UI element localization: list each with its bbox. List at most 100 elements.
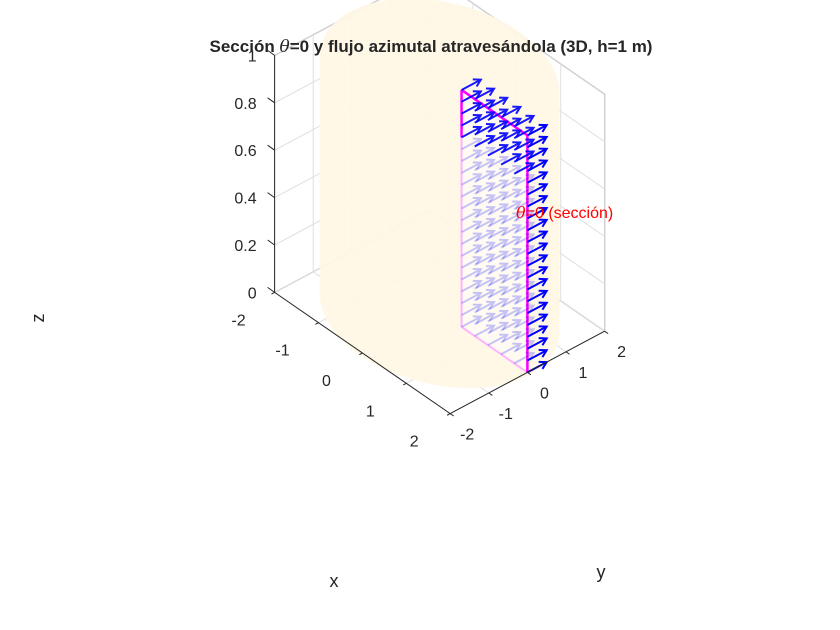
x-tick-mark: [446, 413, 451, 416]
flux-arrow-shaft: [474, 324, 495, 337]
flux-arrow-shaft: [461, 102, 482, 115]
flux-arrow: [500, 307, 523, 320]
flux-arrow-head: [485, 182, 496, 191]
flux-arrow-head: [472, 208, 483, 218]
flux-arrow-head: [525, 328, 536, 337]
flux-arrow-head: [472, 173, 483, 182]
flux-arrow-head: [499, 132, 509, 141]
flux-arrow: [474, 206, 496, 219]
flux-arrow-head: [525, 245, 536, 254]
flux-arrow-head: [525, 268, 536, 278]
flux-arrow-head: [538, 218, 549, 228]
flux-arrow-head: [499, 191, 509, 200]
flux-arrow: [513, 304, 536, 317]
flux-arrow-head: [512, 117, 523, 127]
z-tick-mark: [267, 97, 275, 104]
flux-arrow: [461, 90, 483, 103]
flux-arrow-head: [512, 200, 523, 210]
flux-arrow: [500, 188, 523, 202]
flux-arrow: [526, 349, 549, 362]
flux-arrow-shaft: [526, 278, 548, 291]
flux-arrow: [526, 218, 549, 232]
flux-arrow-head: [499, 167, 509, 177]
flux-arrow-head: [512, 283, 523, 293]
flux-arrow-shaft: [513, 198, 535, 211]
flux-arrow-shaft: [487, 179, 508, 192]
flux-arrow-head: [472, 232, 483, 242]
flux-arrow: [487, 191, 509, 204]
flux-arrow-head: [485, 277, 496, 286]
y-tick-label: 1: [579, 365, 588, 382]
flux-arrow: [500, 283, 523, 296]
flux-arrow: [487, 143, 509, 157]
flux-arrow-shaft: [500, 236, 521, 249]
flux-arrow: [513, 256, 536, 270]
flux-arrow: [461, 232, 483, 245]
flux-arrow: [500, 247, 523, 261]
y-tick-mark: [604, 330, 609, 335]
flux-arrow-head: [472, 315, 483, 325]
flux-arrow-shaft: [513, 186, 535, 199]
flux-arrow-shaft: [487, 227, 508, 240]
flux-arrow-shaft: [513, 233, 535, 246]
flux-arrow: [487, 298, 509, 311]
y-tick-label: -1: [499, 406, 513, 423]
flux-arrow-shaft: [487, 96, 508, 110]
flux-arrow-shaft: [461, 173, 482, 186]
flux-arrow: [487, 108, 509, 121]
flux-arrow-head: [525, 174, 536, 183]
flux-arrow: [461, 173, 483, 186]
flux-arrow: [461, 315, 483, 328]
flux-arrow-shaft: [526, 254, 548, 267]
flux-arrow-head: [512, 212, 523, 221]
flux-arrow-shaft: [461, 315, 482, 328]
flux-arrow-head: [499, 96, 509, 106]
flux-arrow-head: [525, 114, 536, 124]
flux-arrow-head: [485, 288, 496, 298]
flux-arrow-head: [499, 203, 509, 212]
flux-arrow-shaft: [461, 209, 482, 222]
y-tick-label: 0: [540, 385, 549, 402]
flux-arrow-shaft: [474, 206, 495, 219]
flux-arrow: [500, 105, 523, 119]
flux-arrow-head: [472, 279, 483, 289]
flux-arrow-head: [499, 179, 509, 189]
flux-arrow: [526, 301, 549, 315]
flux-arrow: [487, 120, 509, 133]
flux-arrow-head: [538, 194, 549, 204]
flux-arrow: [500, 342, 523, 356]
flux-arrow-shaft: [500, 224, 521, 237]
z-tick-label: 0.6: [234, 143, 256, 160]
flux-arrow-shaft: [461, 268, 482, 281]
section-face: [461, 89, 528, 373]
flux-arrow: [474, 300, 496, 314]
flux-arrow-shaft: [474, 147, 495, 160]
flux-arrow: [461, 208, 483, 222]
flux-arrow-shaft: [487, 262, 508, 275]
flux-arrow: [500, 259, 523, 273]
flux-arrow-shaft: [474, 301, 495, 314]
flux-arrow-shaft: [474, 253, 495, 266]
x-tick-mark: [271, 291, 275, 295]
flux-arrow-head: [499, 309, 509, 319]
flux-arrow-head: [538, 206, 549, 216]
flux-arrow: [526, 135, 549, 149]
flux-arrow: [487, 167, 509, 181]
flux-arrow-shaft: [487, 250, 508, 264]
flux-arrow: [474, 288, 496, 302]
flux-arrow-shaft: [526, 207, 548, 220]
z-tick-label: 1: [248, 48, 257, 65]
flux-arrow-head: [538, 254, 549, 263]
flux-arrow: [500, 129, 523, 142]
x-axis-label: x: [330, 571, 339, 591]
flux-arrow-head: [512, 295, 523, 304]
z-tick-mark: [267, 144, 275, 151]
x-axis-line: [274, 291, 451, 415]
flux-arrow: [487, 226, 509, 240]
flux-arrow-shaft: [500, 248, 521, 261]
flux-arrow-shaft: [513, 162, 535, 175]
flux-arrow: [487, 238, 509, 252]
flux-arrow: [461, 244, 483, 257]
flux-arrow-head: [512, 318, 523, 328]
flux-arrow-head: [512, 224, 523, 233]
